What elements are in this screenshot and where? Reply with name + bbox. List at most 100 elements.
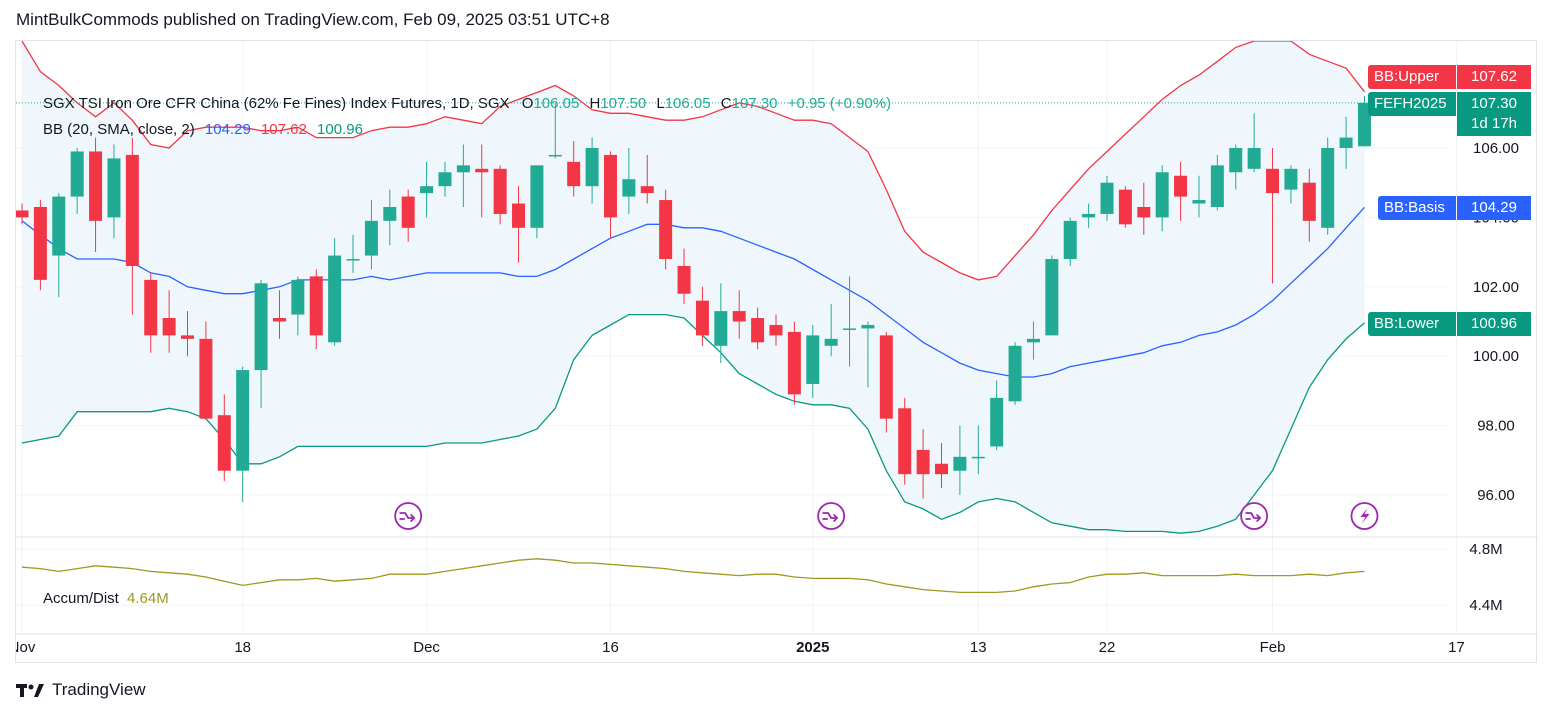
candle-body [585,148,599,187]
candle-body [530,165,544,228]
candle-body [89,151,103,221]
bb-title: BB (20, SMA, close, 2) [43,121,195,138]
time-tick-label: Feb [1260,639,1286,656]
candle-body [548,154,562,157]
bar-countdown: 1d 17h [1471,115,1517,132]
high-label: H [589,95,601,112]
candle-body [879,335,893,419]
candle-body [1266,168,1280,194]
candle-body [1284,168,1298,190]
candle-body [107,158,121,218]
bb-lower-label: BB:Lower [1368,312,1456,336]
candle-body [622,179,636,197]
tradingview-brand[interactable]: TradingView [16,680,146,700]
brand-name: TradingView [52,680,146,699]
candle-body [953,456,967,471]
lightning-event-icon [1350,502,1379,530]
split-event-icon [1240,502,1269,530]
candle-body [420,186,434,194]
candle-body [364,220,378,256]
bb-upper-value: 107.62 [260,121,307,138]
event-circle [817,502,846,530]
bb-lower-price-value: 100.96 [1471,315,1517,332]
candle-body [861,324,875,329]
candle-body [236,370,250,471]
main-legend: SGX TSI Iron Ore CFR China (62% Fe Fines… [43,95,891,112]
low-value: 106.05 [664,95,711,112]
candle-body [898,408,912,475]
candle-body [990,397,1004,447]
candle-body [1192,200,1206,204]
candle-body [70,151,84,197]
candle-body [291,279,305,315]
candle-body [512,203,526,228]
change-value: +0.95 (+0.90%) [787,95,892,112]
candle-body [916,449,930,475]
candle-body [1026,338,1040,343]
candle-body [272,318,286,322]
candle-body [843,328,857,330]
high-value: 107.50 [600,95,647,112]
price-tick-label: 98.00 [1477,418,1515,435]
symbol-label: FEFH2025 [1368,92,1456,116]
open-label: O [521,95,534,112]
candle-body [162,318,176,336]
candle-body [181,335,195,339]
bb-basis-price-value: 104.29 [1471,199,1517,216]
candle-body [438,172,452,187]
ad-tick-label: 4.8M [1469,541,1502,558]
candle-body [787,331,801,395]
candle-body [493,168,507,214]
event-circle [394,502,423,530]
candle-body [475,168,489,173]
candle-body [806,335,820,384]
low-label: L [656,95,665,112]
candle-body [1045,259,1059,336]
candle-body [769,324,783,336]
event-circle [1240,502,1269,530]
candle-body [1210,165,1224,207]
candle-body [33,206,47,280]
split-arrow-glyph [822,512,839,522]
price-tick-label: 100.00 [1473,348,1519,365]
candle-body [328,255,342,343]
ad-value: 4.64M [127,590,169,607]
instrument-title: SGX TSI Iron Ore CFR China (62% Fe Fines… [43,95,510,112]
candle-body [52,196,66,256]
bb-basis-name: BB:Basis [1384,199,1445,216]
candle-body [125,154,139,266]
candle-body [1155,172,1169,218]
bb-upper-label: BB:Upper [1368,65,1456,89]
candle-body [1321,148,1335,228]
bb-legend: BB (20, SMA, close, 2) 104.29 107.62 100… [43,121,363,138]
candle-body [16,210,29,218]
candle-body [732,311,746,322]
accum-dist-line [21,558,1365,594]
candle-body [751,318,765,343]
candle-body [217,415,231,471]
close-label: C [720,95,732,112]
last-price-label: 107.30 1d 17h [1457,92,1531,136]
ad-tick-label: 4.4M [1469,597,1502,614]
candle-body [1063,220,1077,260]
candle-body [1357,102,1371,147]
price-tick-label: 96.00 [1477,487,1515,504]
bb-basis-value: 104.29 [204,121,251,138]
candle-body [144,279,158,336]
candle-body [640,186,654,194]
candle-body [383,206,397,221]
symbol-name: FEFH2025 [1374,95,1447,112]
last-price-value: 107.30 [1471,95,1517,112]
candle-body [456,165,470,173]
chart-frame[interactable]: 106.00104.00102.00100.0098.0096.004.8M4.… [15,40,1538,664]
candle-body [1137,206,1151,218]
candle-body [1247,148,1261,169]
candle-body [971,456,985,459]
candle-body [254,283,268,371]
candle-body [1100,182,1114,214]
candle-body [1118,189,1132,225]
split-arrow-glyph [399,512,416,522]
split-arrow-glyph [1245,512,1262,522]
bb-basis-price: 104.29 [1457,196,1531,220]
chart-canvas[interactable]: 106.00104.00102.00100.0098.0096.004.8M4.… [16,41,1538,664]
